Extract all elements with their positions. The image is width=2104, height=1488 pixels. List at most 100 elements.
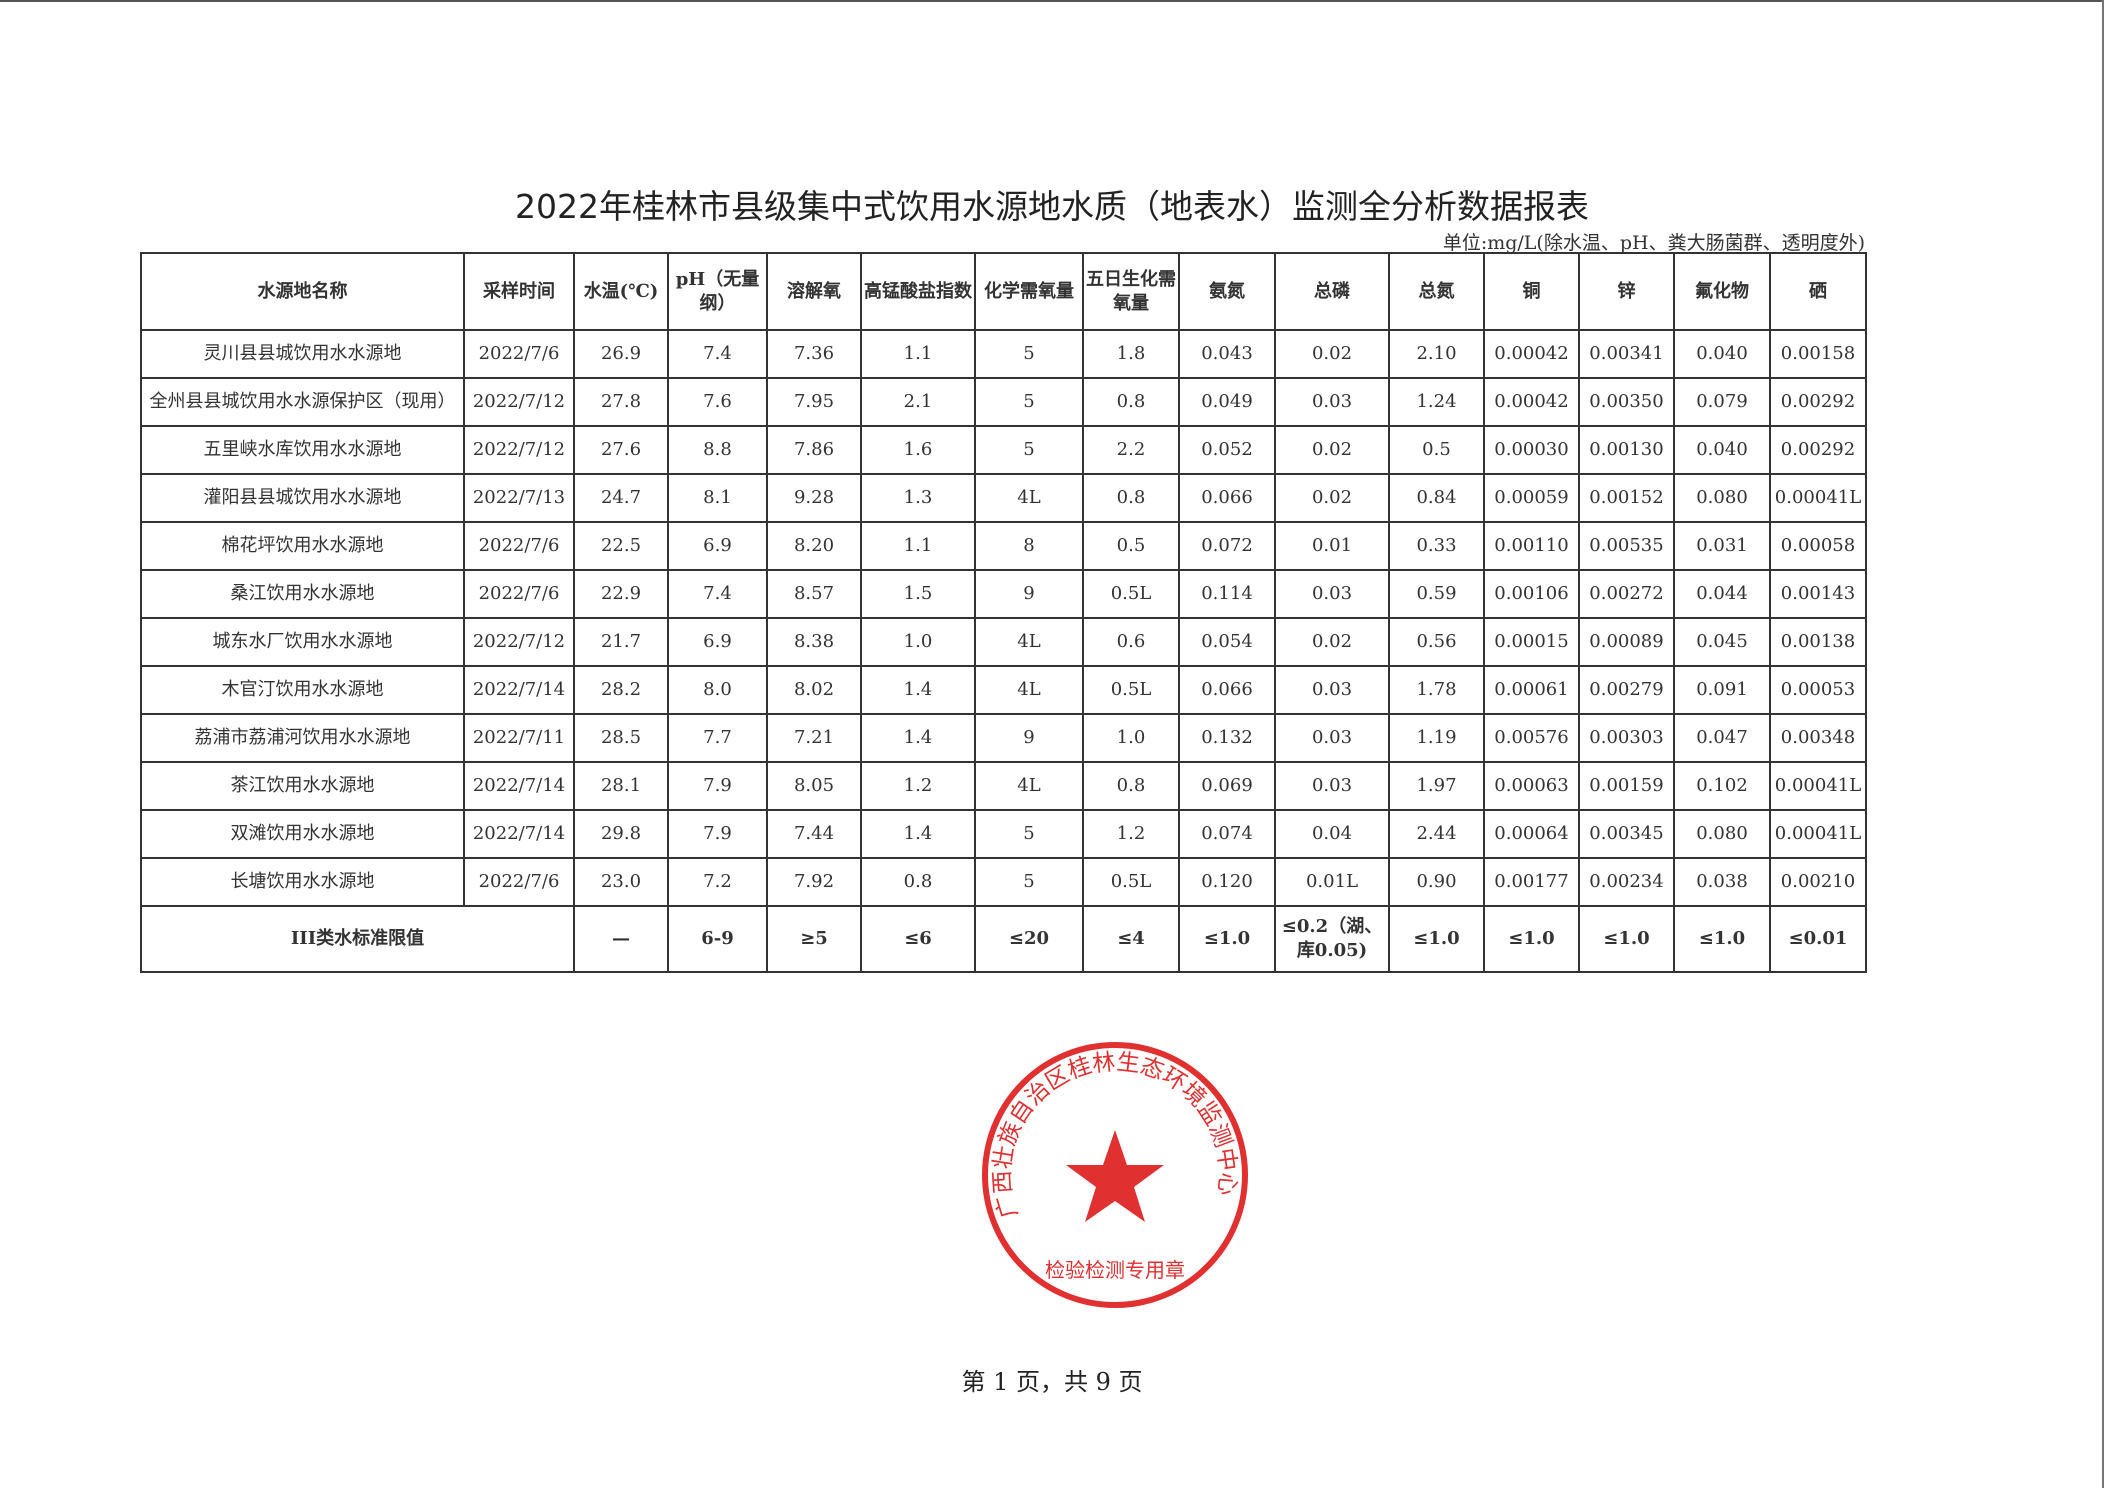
table-cell: 2022/7/12 xyxy=(463,377,575,427)
site-name-cell: 城东水厂饮用水水源地 xyxy=(140,617,465,667)
table-cell: 0.02 xyxy=(1274,617,1390,667)
site-name-cell: 木官汀饮用水水源地 xyxy=(140,665,465,715)
site-name-cell: 棉花坪饮用水水源地 xyxy=(140,521,465,571)
site-name-cell: 灌阳县县城饮用水水源地 xyxy=(140,473,465,523)
table-cell: 7.36 xyxy=(766,329,862,379)
table-cell: 1.24 xyxy=(1388,377,1485,427)
column-header: 氟化物 xyxy=(1673,252,1771,331)
table-cell: 1.4 xyxy=(860,713,976,763)
table-cell: 7.4 xyxy=(667,569,768,619)
table-cell: 0.040 xyxy=(1673,425,1771,475)
table-cell: 7.6 xyxy=(667,377,768,427)
table-cell: 0.8 xyxy=(1082,473,1180,523)
table-cell: 2022/7/6 xyxy=(463,521,575,571)
table-cell: 0.5L xyxy=(1082,569,1180,619)
table-cell: 0.00063 xyxy=(1483,761,1580,811)
table-cell: 0.00210 xyxy=(1769,857,1867,907)
table-cell: 0.84 xyxy=(1388,473,1485,523)
table-cell: 1.0 xyxy=(860,617,976,667)
table-cell: 0.00015 xyxy=(1483,617,1580,667)
table-cell: 27.8 xyxy=(573,377,669,427)
table-cell: 26.9 xyxy=(573,329,669,379)
column-header: 铜 xyxy=(1483,252,1580,331)
table-cell: 0.6 xyxy=(1082,617,1180,667)
table-cell: 7.9 xyxy=(667,809,768,859)
table-cell: 0.5L xyxy=(1082,857,1180,907)
seal-ring xyxy=(982,1042,1248,1308)
table-cell: 28.2 xyxy=(573,665,669,715)
table-cell: 0.00350 xyxy=(1578,377,1675,427)
table-cell: 8.20 xyxy=(766,521,862,571)
table-cell: 0.8 xyxy=(1082,377,1180,427)
table-cell: 0.00030 xyxy=(1483,425,1580,475)
table-row: 茶江饮用水水源地 2022/7/14 28.1 7.9 8.05 1.2 4L 0.8 0.06… xyxy=(140,761,1867,811)
table-cell: 2.44 xyxy=(1388,809,1485,859)
table-cell: 1.4 xyxy=(860,809,976,859)
table-cell: 8.02 xyxy=(766,665,862,715)
table-cell: 0.90 xyxy=(1388,857,1485,907)
table-cell: 8.1 xyxy=(667,473,768,523)
table-cell: 28.1 xyxy=(573,761,669,811)
table-cell: 0.03 xyxy=(1274,377,1390,427)
standard-value: ≤1.0 xyxy=(1578,905,1675,973)
table-cell: 22.5 xyxy=(573,521,669,571)
site-name-cell: 五里峡水库饮用水水源地 xyxy=(140,425,465,475)
column-header: 总磷 xyxy=(1274,252,1390,331)
table-cell: 8 xyxy=(974,521,1084,571)
column-header: 硒 xyxy=(1769,252,1867,331)
table-cell: 0.00041L xyxy=(1769,809,1867,859)
table-cell: 0.045 xyxy=(1673,617,1771,667)
table-cell: 22.9 xyxy=(573,569,669,619)
table-cell: 0.00110 xyxy=(1483,521,1580,571)
table-cell: 0.02 xyxy=(1274,473,1390,523)
table-cell: 0.080 xyxy=(1673,809,1771,859)
site-name-cell: 灵川县县城饮用水水源地 xyxy=(140,329,465,379)
table-cell: 2.1 xyxy=(860,377,976,427)
standard-value: ≤4 xyxy=(1082,905,1180,973)
standard-value: ≤1.0 xyxy=(1178,905,1276,973)
table-cell: 2.10 xyxy=(1388,329,1485,379)
table-cell: 0.00576 xyxy=(1483,713,1580,763)
table-cell: 0.00064 xyxy=(1483,809,1580,859)
table-cell: 1.1 xyxy=(860,329,976,379)
table-cell: 0.00345 xyxy=(1578,809,1675,859)
table-cell: 2022/7/12 xyxy=(463,617,575,667)
table-cell: 0.5L xyxy=(1082,665,1180,715)
table-row: 五里峡水库饮用水水源地 2022/7/12 27.6 8.8 7.86 1.6 5 2.2 0.… xyxy=(140,425,1867,475)
table-cell: 1.19 xyxy=(1388,713,1485,763)
table-cell: 6.9 xyxy=(667,617,768,667)
table-cell: 0.052 xyxy=(1178,425,1276,475)
seal-bottom-text: 检验检测专用章 xyxy=(1045,1258,1185,1282)
table-cell: 8.57 xyxy=(766,569,862,619)
unit-note: 单位:mg/L(除水温、pH、粪大肠菌群、透明度外) xyxy=(1442,232,1865,254)
column-header: 总氮 xyxy=(1388,252,1485,331)
seal-top-text: 广西壮族自治区桂林生态环境监测中心 xyxy=(990,1049,1241,1221)
column-header: 锌 xyxy=(1578,252,1675,331)
table-cell: 0.01L xyxy=(1274,857,1390,907)
column-header: 化学需氧量 xyxy=(974,252,1084,331)
standard-limit-row: III类水标准限值 —6-9 ≥5 ≤6 ≤20 ≤4 ≤1.0 ≤0.2（湖、库0.05) ≤… xyxy=(140,905,1867,973)
scan-edge-right xyxy=(2102,0,2104,1488)
table-cell: 0.066 xyxy=(1178,473,1276,523)
table-cell: 0.072 xyxy=(1178,521,1276,571)
table-cell: 0.049 xyxy=(1178,377,1276,427)
table-row: 双滩饮用水水源地 2022/7/14 29.8 7.9 7.44 1.4 5 1.2 0.074… xyxy=(140,809,1867,859)
table-cell: 1.97 xyxy=(1388,761,1485,811)
table-cell: 24.7 xyxy=(573,473,669,523)
standard-value: — xyxy=(573,905,669,973)
column-header: 水源地名称 xyxy=(140,252,465,331)
table-cell: 5 xyxy=(974,809,1084,859)
table-cell: 0.080 xyxy=(1673,473,1771,523)
table-cell: 1.8 xyxy=(1082,329,1180,379)
table-cell: 0.066 xyxy=(1178,665,1276,715)
table-cell: 1.6 xyxy=(860,425,976,475)
table-cell: 0.00341 xyxy=(1578,329,1675,379)
table-row: 荔浦市荔浦河饮用水水源地 2022/7/11 28.5 7.7 7.21 1.4 9 1.0 0… xyxy=(140,713,1867,763)
table-cell: 7.7 xyxy=(667,713,768,763)
table-cell: 0.00152 xyxy=(1578,473,1675,523)
table-row: 全州县县城饮用水水源保护区（现用） 2022/7/12 27.8 7.6 7.95 2.1… xyxy=(140,377,1867,427)
table-cell: 0.00059 xyxy=(1483,473,1580,523)
table-cell: 0.043 xyxy=(1178,329,1276,379)
scan-edge-top xyxy=(0,0,2104,2)
table-cell: 0.02 xyxy=(1274,425,1390,475)
